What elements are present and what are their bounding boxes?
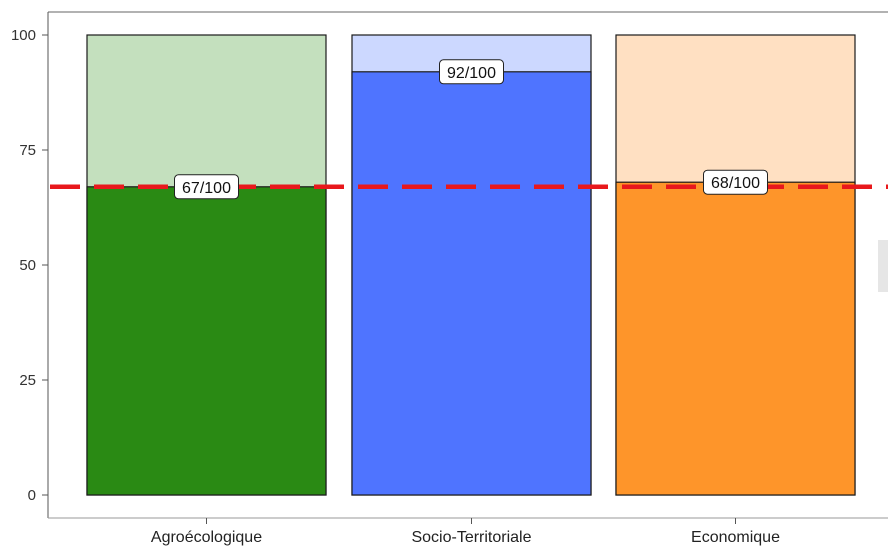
bar <box>615 181 856 496</box>
data-label: 68/100 <box>711 175 760 192</box>
x-tick-label: Agroécologique <box>151 529 262 546</box>
y-tick-label: 25 <box>19 372 36 389</box>
y-ticks-group: 0 25 50 75 100 <box>11 27 48 504</box>
data-label-box <box>174 174 239 200</box>
data-label-box <box>439 59 504 85</box>
y-tick-label: 100 <box>11 27 36 44</box>
x-tick-label: Economique <box>691 529 780 546</box>
data-label: 92/100 <box>447 65 496 82</box>
y-tick-label: 75 <box>19 142 36 159</box>
y-tick-label: 50 <box>19 257 36 274</box>
side-tab <box>878 240 888 292</box>
y-tick-label: 0 <box>28 487 36 504</box>
bar <box>351 71 592 496</box>
x-ticks-group: Agroécologique Socio-Territoriale Economiq… <box>151 518 780 546</box>
data-label-box <box>703 169 768 195</box>
bar <box>86 186 327 496</box>
data-labels-group: 67/100 92/100 68/100 <box>174 59 768 200</box>
bars-group <box>86 34 856 496</box>
data-label: 67/100 <box>182 180 231 197</box>
x-tick-label: Socio-Territoriale <box>411 529 531 546</box>
